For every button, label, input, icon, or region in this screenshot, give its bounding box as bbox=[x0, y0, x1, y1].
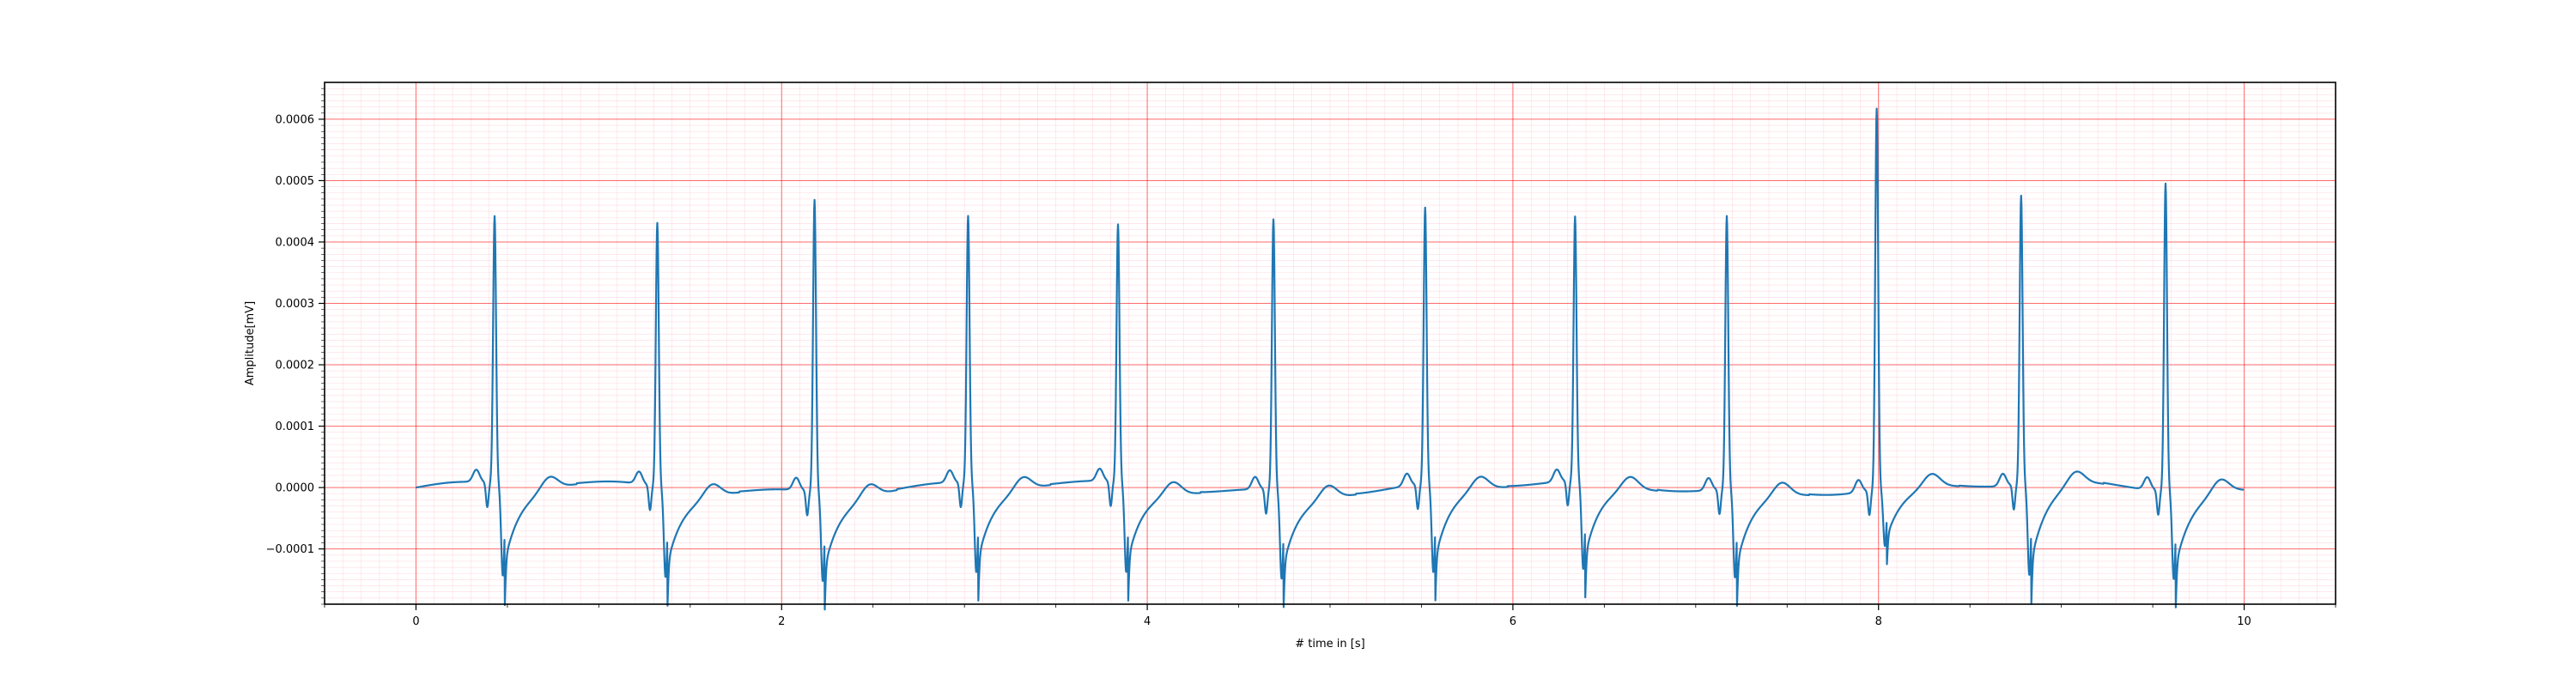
y-tick-label: 0.0004 bbox=[276, 236, 315, 249]
y-tick-label: 0.0006 bbox=[276, 113, 315, 126]
x-tick-label: 4 bbox=[1144, 615, 1151, 628]
y-tick-label: 0.0001 bbox=[276, 421, 315, 433]
y-tick-label: −0.0001 bbox=[266, 543, 314, 556]
x-axis-label: # time in [s] bbox=[1295, 638, 1364, 651]
y-axis-label: Amplitude[mV] bbox=[244, 301, 257, 385]
x-tick-label: 6 bbox=[1510, 615, 1516, 628]
x-tick-label: 2 bbox=[778, 615, 785, 628]
y-tick-label: 0.0002 bbox=[276, 360, 315, 372]
y-tick-label: 0.0003 bbox=[276, 298, 315, 311]
x-tick-label: 10 bbox=[2237, 615, 2251, 628]
x-tick-label: 0 bbox=[412, 615, 419, 628]
x-axis-ticks: 0 2 4 6 8 10 bbox=[325, 604, 2336, 628]
y-tick-label: 0.0000 bbox=[276, 482, 315, 495]
minor-grid bbox=[325, 82, 2336, 604]
y-axis-ticks: −0.0001 0.0000 0.0001 0.0002 0.0003 0.0004 0.0… bbox=[266, 88, 325, 604]
x-tick-label: 8 bbox=[1875, 615, 1882, 628]
y-tick-label: 0.0005 bbox=[276, 175, 315, 188]
